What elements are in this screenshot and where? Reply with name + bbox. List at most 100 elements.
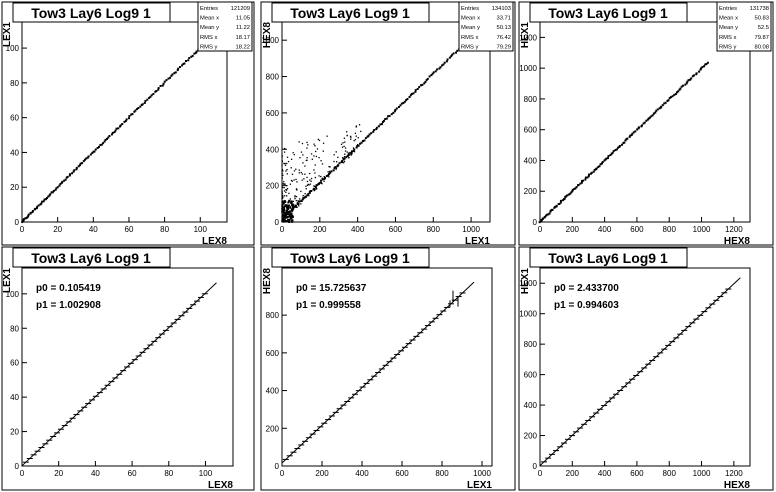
scatter-point xyxy=(674,93,677,96)
scatter-point xyxy=(624,139,627,142)
scatter-point xyxy=(359,142,362,145)
stat-value: 131738 xyxy=(750,6,769,12)
scatter-point xyxy=(292,207,294,209)
scatter-point xyxy=(353,148,356,151)
scatter-point xyxy=(307,193,310,196)
scatter-point xyxy=(335,167,338,169)
scatter-point xyxy=(648,116,651,119)
scatter-point xyxy=(346,134,348,137)
scatter-point xyxy=(298,198,301,200)
scatter-point xyxy=(44,198,47,201)
scatter-point xyxy=(338,162,341,165)
scatter-point xyxy=(663,102,666,105)
scatter-point xyxy=(131,113,134,116)
scatter-point xyxy=(286,173,288,175)
scatter-point xyxy=(385,117,388,120)
scatter-point xyxy=(693,74,696,77)
stats-box xyxy=(458,1,514,52)
scatter-point xyxy=(671,95,674,98)
scatter-point xyxy=(341,157,344,159)
scatter-point xyxy=(293,153,296,156)
scatter-point xyxy=(323,177,326,180)
y-tick-label: 600 xyxy=(266,109,280,118)
chart-title: Tow3 Lay6 Log9 1 xyxy=(548,250,668,266)
scatter-point xyxy=(295,199,297,202)
scatter-point xyxy=(347,154,350,157)
scatter-point xyxy=(72,170,75,173)
scatter-point xyxy=(295,178,297,181)
scatter-point xyxy=(115,127,118,130)
x-tick-label: 100 xyxy=(199,469,213,478)
scatter-point xyxy=(408,96,411,99)
scatter-point xyxy=(402,101,405,104)
scatter-point xyxy=(282,195,284,197)
scatter-point xyxy=(380,123,383,126)
scatter-point xyxy=(318,175,320,177)
scatter-point xyxy=(117,127,120,130)
scatter-point xyxy=(107,136,110,139)
scatter-point xyxy=(684,83,687,86)
scatter-point xyxy=(335,168,337,170)
scatter-point xyxy=(344,150,347,152)
stat-value: 18.22 xyxy=(235,44,250,50)
scatter-point xyxy=(414,90,417,93)
scatter-point xyxy=(333,154,335,156)
chart-title: Tow3 Lay6 Log9 1 xyxy=(31,5,151,21)
scatter-point xyxy=(418,86,421,89)
scatter-point xyxy=(667,99,670,102)
x-axis-label: LEX8 xyxy=(208,480,233,491)
scatter-point xyxy=(281,207,284,210)
x-tick-label: 60 xyxy=(128,469,137,478)
scatter-point xyxy=(629,134,632,137)
scatter-point xyxy=(545,213,548,216)
scatter-point xyxy=(165,79,168,82)
plot-frame xyxy=(539,267,751,467)
scatter-point xyxy=(702,65,705,68)
scatter-point xyxy=(354,132,357,134)
scatter-point xyxy=(441,64,444,67)
scatter-point xyxy=(50,191,53,194)
scatter-point xyxy=(291,173,294,175)
scatter-point xyxy=(328,176,330,178)
scatter-point xyxy=(284,217,287,219)
x-axis-label: HEX8 xyxy=(724,236,751,247)
scatter-point xyxy=(22,219,25,222)
scatter-point xyxy=(577,184,580,187)
scatter-point xyxy=(281,210,284,213)
stat-label: Mean x xyxy=(200,16,219,22)
scatter-point xyxy=(423,82,426,85)
scatter-point xyxy=(34,207,37,210)
scatter-point xyxy=(306,159,308,161)
scatter-point xyxy=(333,167,336,170)
scatter-point xyxy=(343,162,345,164)
scatter-point xyxy=(179,66,182,69)
scatter-point xyxy=(645,119,648,122)
scatter-point xyxy=(350,154,352,156)
scatter-point xyxy=(320,182,323,184)
scatter-point xyxy=(282,196,284,198)
scatter-point xyxy=(298,141,300,143)
scatter-point xyxy=(286,162,288,165)
scatter-point xyxy=(94,148,97,151)
scatter-point xyxy=(286,156,289,158)
scatter-point xyxy=(177,67,180,70)
scatter-point xyxy=(632,131,635,134)
scatter-point xyxy=(669,96,672,99)
scatter-point xyxy=(347,153,349,155)
x-tick-label: 400 xyxy=(355,469,369,478)
x-axis-label: LEX1 xyxy=(467,480,492,491)
scatter-point xyxy=(301,179,303,181)
x-tick-label: 1000 xyxy=(693,225,711,234)
scatter-point xyxy=(349,151,351,154)
scatter-point xyxy=(78,164,81,167)
scatter-point xyxy=(290,200,293,203)
scatter-point xyxy=(593,168,596,171)
y-tick-label: 40 xyxy=(10,393,19,402)
scatter-point xyxy=(317,138,319,141)
scatter-point xyxy=(327,171,329,173)
x-tick-label: 0 xyxy=(20,469,25,478)
scatter-point xyxy=(607,155,610,158)
scatter-point xyxy=(283,181,285,183)
scatter-point xyxy=(565,195,568,198)
y-axis-label: HEX8 xyxy=(262,268,273,295)
